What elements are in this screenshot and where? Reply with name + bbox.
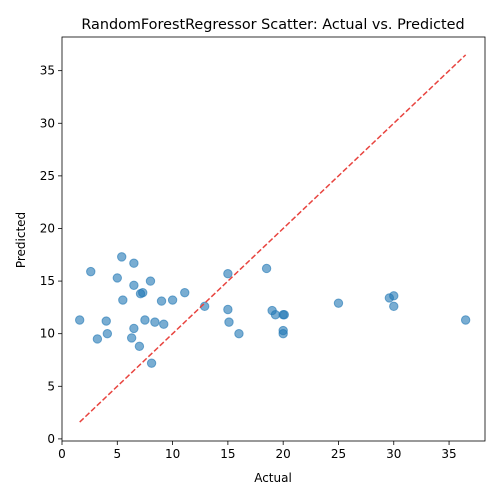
data-point-1 [86, 266, 96, 277]
data-point-32 [279, 310, 289, 320]
data-point-16 [145, 276, 156, 286]
data-point-8 [126, 333, 137, 343]
data-point-22 [180, 287, 190, 298]
data-point-21 [167, 295, 178, 305]
chart-title: RandomForestRegressor Scatter: Actual vs… [81, 17, 464, 33]
y-tick-label-20: 20 [40, 221, 55, 235]
data-point-34 [278, 328, 288, 339]
y-tick-label-10: 10 [40, 327, 55, 341]
x-tick-label-0: 0 [58, 447, 66, 461]
data-point-27 [234, 328, 244, 339]
plot-points [74, 252, 471, 368]
data-point-25 [223, 304, 233, 315]
x-tick-label-25: 25 [331, 447, 346, 461]
data-point-4 [102, 328, 113, 339]
y-tick-label-15: 15 [40, 274, 55, 288]
x-tick-label-30: 30 [386, 447, 401, 461]
x-axis: 0 5 10 15 20 25 30 35 [58, 441, 457, 461]
plot-frame [61, 36, 486, 442]
data-point-26 [224, 317, 234, 327]
reference-line-layer [79, 54, 467, 423]
y-tick-label-30: 30 [40, 116, 55, 130]
y-tick-label-0: 0 [47, 432, 55, 446]
data-point-30 [270, 310, 281, 320]
data-point-15 [140, 315, 150, 325]
data-point-19 [156, 296, 167, 306]
x-tick-label-5: 5 [113, 447, 121, 461]
y-tick-label-5: 5 [47, 379, 55, 393]
data-point-12 [134, 341, 145, 352]
data-point-7 [118, 295, 128, 305]
reference-line [79, 54, 467, 423]
data-point-6 [117, 252, 127, 262]
x-tick-label-20: 20 [276, 447, 291, 461]
data-point-10 [129, 280, 139, 290]
data-point-3 [101, 316, 111, 326]
data-point-18 [150, 317, 160, 327]
data-point-20 [159, 319, 169, 329]
data-point-39 [460, 315, 471, 325]
y-tick-label-35: 35 [40, 64, 55, 78]
x-tick-label-10: 10 [165, 447, 180, 461]
data-point-37 [389, 291, 399, 301]
x-tick-label-15: 15 [220, 447, 235, 461]
data-point-17 [146, 358, 157, 368]
x-tick-label-35: 35 [441, 447, 456, 461]
data-point-38 [389, 301, 399, 312]
data-point-0 [74, 315, 85, 325]
data-point-11 [129, 323, 139, 334]
data-point-9 [129, 258, 139, 268]
data-point-5 [112, 273, 122, 283]
y-tick-label-25: 25 [40, 169, 55, 183]
data-point-28 [261, 263, 272, 274]
data-point-35 [333, 298, 344, 308]
y-axis: 0 5 10 15 20 25 30 35 [40, 64, 62, 446]
x-axis-label: Actual [254, 471, 292, 485]
data-point-2 [92, 334, 103, 344]
data-point-24 [223, 269, 233, 279]
y-axis-label: Predicted [14, 212, 28, 268]
data-point-14 [138, 287, 148, 298]
